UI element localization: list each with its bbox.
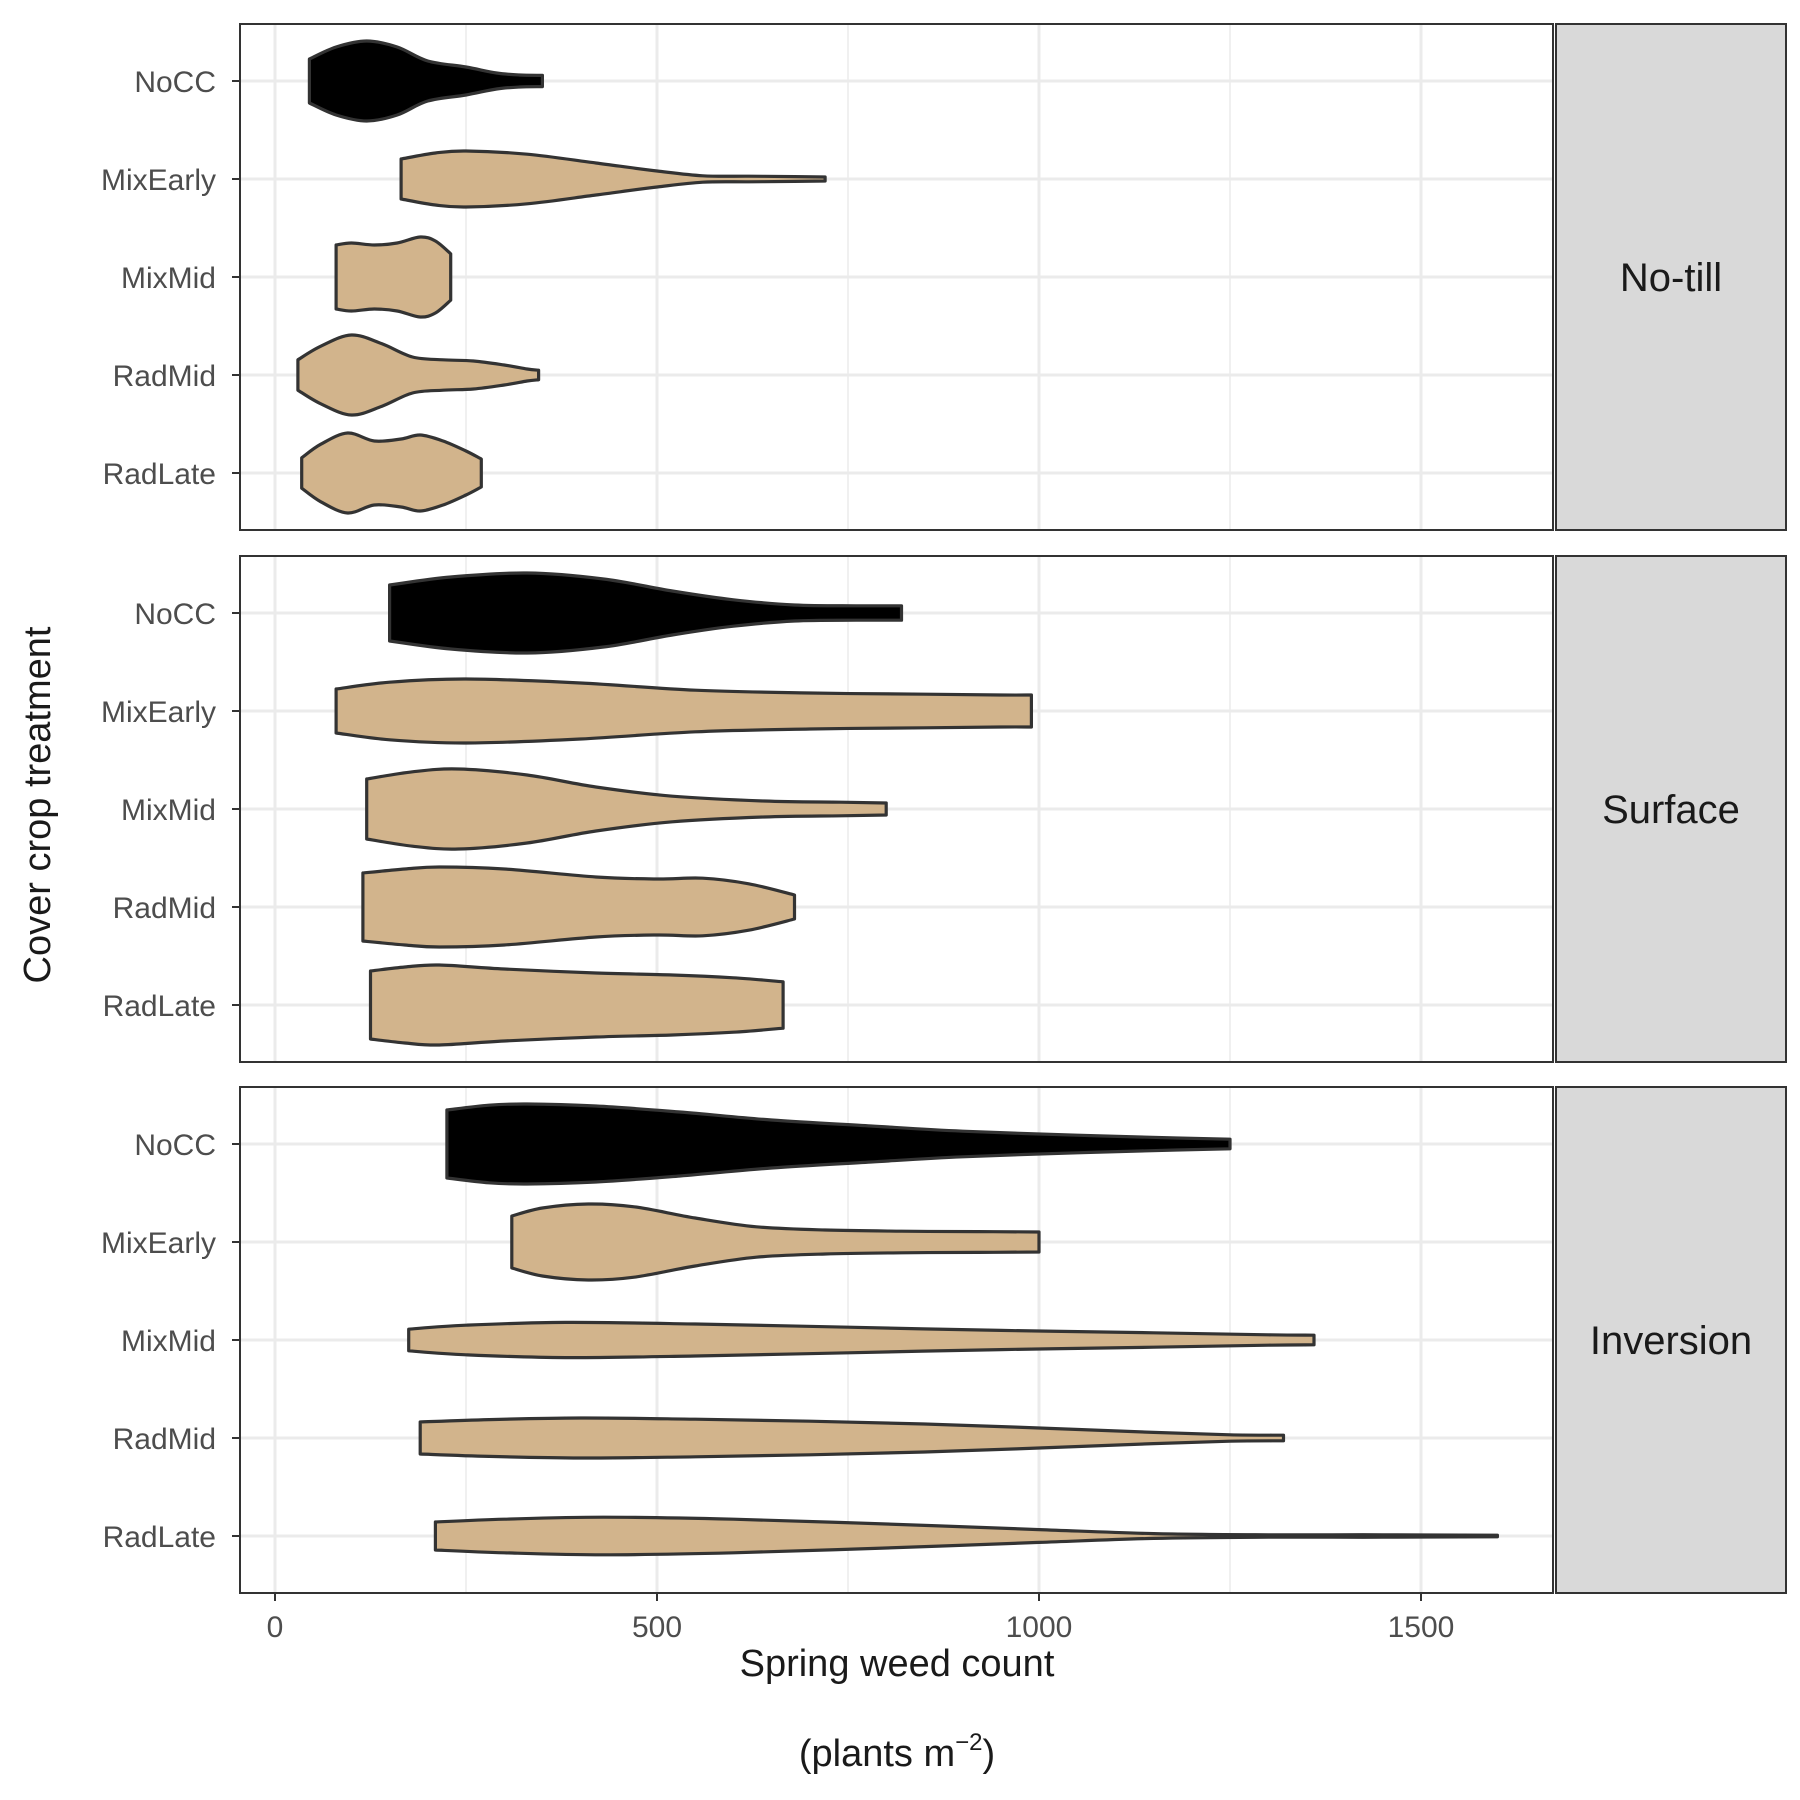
violin-mixmid: [407, 1320, 1316, 1360]
y-tick-label: MixEarly: [101, 164, 216, 197]
violin-nocc: [445, 1102, 1232, 1186]
facet-strip: [1555, 555, 1787, 1063]
violin-mixearly: [510, 1202, 1041, 1282]
violin-radlate: [300, 431, 483, 515]
y-tick-label: NoCC: [134, 66, 216, 99]
x-axis-units: (plants m−2): [799, 1729, 995, 1775]
violin-radlate: [433, 1515, 1499, 1557]
y-tick-label: RadMid: [113, 892, 216, 925]
y-tick-label: RadMid: [113, 360, 216, 393]
y-tick-label: MixMid: [121, 794, 216, 827]
violin-radlate: [368, 963, 785, 1047]
y-tick-label: MixEarly: [101, 696, 216, 729]
x-tick-label: 1000: [1006, 1611, 1073, 1644]
violin-radmid: [418, 1416, 1286, 1460]
facet-strip-label: Inversion: [1590, 1319, 1752, 1363]
facet-strip-label: Surface: [1602, 788, 1740, 832]
y-tick-label: RadLate: [103, 990, 216, 1023]
y-tick-label: MixEarly: [101, 1227, 216, 1260]
violin-mixmid: [365, 767, 888, 851]
y-tick-label: NoCC: [134, 1129, 216, 1162]
y-tick-label: NoCC: [134, 598, 216, 631]
panel-surface: NoCC MixEarly MixMid RadMid RadLate Surface: [101, 555, 1787, 1063]
facet-strip-label: No-till: [1620, 256, 1722, 300]
x-axis-title: Spring weed count: [740, 1643, 1055, 1685]
violin-nocc: [307, 39, 544, 123]
violin-radmid: [361, 865, 797, 949]
x-axis: 0 500 1000 1500: [267, 1593, 1455, 1644]
panel-inversion: NoCC MixEarly MixMid RadMid RadLate Inversion: [101, 1086, 1787, 1594]
x-axis-units-text: (plants m: [799, 1733, 955, 1775]
y-axis-title: Cover crop treatment: [17, 626, 59, 983]
x-axis-units-superscript: −2: [955, 1729, 982, 1756]
panel-border: [239, 23, 1554, 531]
panels-layer: NoCCMixEarlyMixMidRadMidRadLateNo-tillNo…: [101, 23, 1787, 1594]
panel-no-till: NoCC MixEarly MixMid RadMid RadLate No-till: [101, 23, 1787, 531]
x-tick-label: 1500: [1388, 1611, 1455, 1644]
panel-border: [239, 555, 1554, 1063]
y-tick-label: RadLate: [103, 458, 216, 491]
violin-radmid: [296, 333, 541, 417]
violin-mixearly: [399, 149, 827, 209]
x-tick-label: 500: [632, 1611, 682, 1644]
violin-mixearly: [334, 677, 1033, 745]
y-tick-label: RadLate: [103, 1521, 216, 1554]
facet-strip: [1555, 1086, 1787, 1594]
x-axis-units-close: ): [983, 1733, 996, 1775]
y-tick-label: RadMid: [113, 1423, 216, 1456]
y-tick-label: MixMid: [121, 1325, 216, 1358]
violin-mixmid: [334, 235, 453, 319]
violin-nocc: [388, 571, 904, 655]
panel-border: [239, 1086, 1554, 1594]
facet-strip: [1555, 23, 1787, 531]
y-tick-label: MixMid: [121, 262, 216, 295]
x-tick-label: 0: [267, 1611, 284, 1644]
